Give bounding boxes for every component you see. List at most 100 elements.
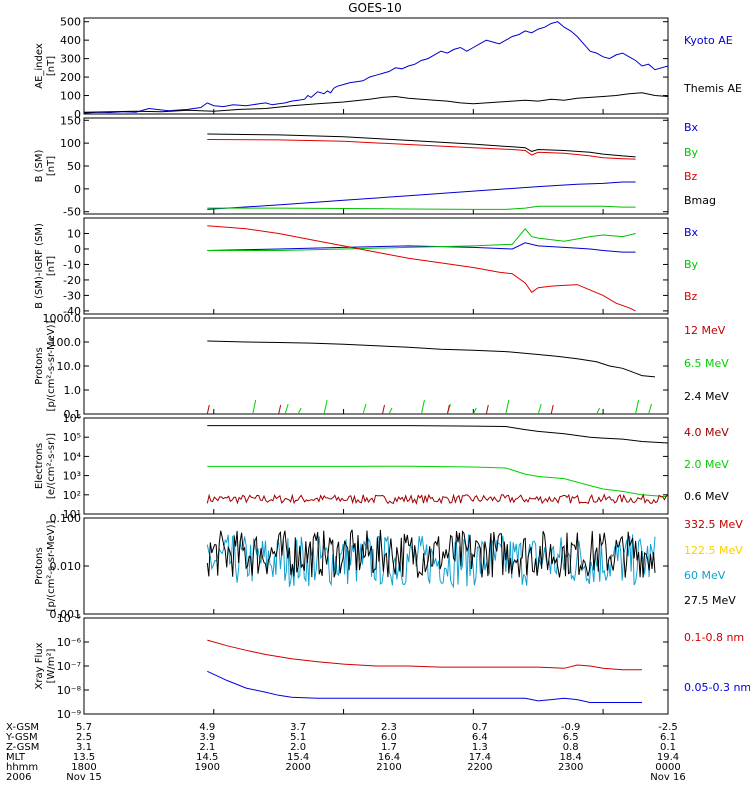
ephem-value-3-5: 18.4 (560, 752, 582, 763)
legend-label-4-1: 2.0 MeV (684, 458, 729, 471)
ephem-row-label-3: MLT (6, 752, 26, 763)
y-tick-label-6-1: 10⁻⁸ (57, 684, 82, 697)
y-tick-label-5-2: 0.100 (50, 512, 82, 525)
legend-label-2-2: Bz (684, 290, 698, 303)
ephem-value-1-0: 2.5 (76, 732, 92, 743)
proton-12mev-spike-0 (206, 404, 210, 415)
y-tick-label-2-4: 0 (74, 243, 81, 256)
legend-label-6-0: 0.1-0.8 nm (684, 631, 744, 644)
proton-12mev-spike-4 (485, 404, 489, 415)
proton-65mev-spike-10 (537, 403, 542, 415)
series-line-1-2 (207, 139, 636, 160)
ephem-value-0-1: 4.9 (199, 722, 215, 733)
ephem-value-3-6: 19.4 (657, 752, 679, 763)
panel-frame-4 (83, 417, 669, 515)
ephem-value-0-0: 5.7 (76, 722, 92, 733)
y-tick-label-0-5: 500 (60, 16, 81, 29)
ephem-value-0-4: 0.7 (472, 722, 488, 733)
panel-frame-1 (83, 117, 669, 215)
proton-65mev-spike-9 (505, 399, 510, 415)
legend-label-3-0: 12 MeV (684, 324, 726, 337)
proton-65mev-spike-12 (635, 399, 640, 415)
proton-65mev-spike-6 (420, 399, 425, 415)
legend-label-5-3: 27.5 MeV (684, 594, 736, 607)
proton-65mev-spike-5 (388, 407, 393, 415)
ephem-value-1-2: 5.1 (290, 732, 306, 743)
ephem-value-3-2: 15.4 (287, 752, 309, 763)
ephem-value-5-0: Nov 15 (66, 772, 101, 783)
y-tick-label-4-3: 10⁴ (63, 450, 82, 463)
series-line-0-0 (83, 21, 669, 114)
legend-label-2-0: Bx (684, 226, 699, 239)
ephem-row-label-0: X-GSM (6, 722, 39, 733)
panel-frame-0 (83, 17, 669, 115)
y-tick-label-5-1: 0.010 (50, 560, 82, 573)
ephem-value-3-1: 14.5 (196, 752, 218, 763)
legend-label-1-2: Bz (684, 170, 698, 183)
ephem-value-2-4: 1.3 (472, 742, 488, 753)
y-tick-label-1-2: 50 (67, 160, 81, 173)
series-line-6-1 (207, 670, 642, 703)
series-line-0-1 (83, 92, 669, 113)
y-tick-label-0-0: 0 (74, 108, 81, 121)
legend-label-0-0: Kyoto AE (684, 34, 733, 47)
legend-label-1-1: By (684, 146, 699, 159)
proton-65mev-spike-3 (323, 399, 328, 415)
y-tick-label-2-3: -10 (63, 258, 81, 271)
y-tick-label-0-4: 400 (60, 34, 81, 47)
y-tick-label-4-1: 10² (63, 489, 81, 502)
proton-12mev-spike-1 (278, 404, 282, 415)
y-axis-label-4-1: [e/(cm²-s-sr)] (46, 433, 57, 499)
legend-label-2-1: By (684, 258, 699, 271)
ephem-value-4-6: 0000 (655, 762, 680, 773)
ephem-value-2-1: 2.1 (199, 742, 215, 753)
series-line-2-0 (207, 242, 636, 253)
proton-65mev-spike-8 (472, 407, 477, 415)
ephem-value-2-3: 1.7 (381, 742, 397, 753)
y-tick-label-2-0: -40 (63, 305, 81, 318)
ephem-value-3-0: 13.5 (73, 752, 95, 763)
legend-label-5-1: 122.5 MeV (684, 544, 743, 557)
ephem-row-label-2: Z-GSM (6, 742, 39, 753)
legend-label-1-3: Bmag (684, 194, 716, 207)
ephem-value-3-3: 16.4 (378, 752, 400, 763)
y-tick-label-1-1: 0 (74, 183, 81, 196)
proton-27mev-trace (206, 529, 656, 578)
legend-label-4-0: 4.0 MeV (684, 426, 729, 439)
y-axis-label-6-1: [W/m²] (46, 648, 57, 683)
y-tick-label-1-4: 150 (60, 114, 81, 127)
ephem-value-4-0: 1800 (71, 762, 96, 773)
ephem-value-4-2: 2000 (285, 762, 310, 773)
y-axis-label-2-1: [nT] (46, 256, 57, 276)
ephem-value-4-5: 2300 (558, 762, 583, 773)
legend-label-3-2: 2.4 MeV (684, 390, 729, 403)
ephem-value-4-4: 2200 (467, 762, 492, 773)
y-axis-label-5-1: [p/(cm²-s-sr-MeV)] (46, 520, 57, 611)
ephem-value-0-2: 3.7 (290, 722, 306, 733)
y-axis-label-6-0: Xray Flux (34, 642, 45, 689)
ephem-row-label-4: hhmm (6, 762, 38, 773)
series-line-1-1 (207, 205, 636, 210)
ephem-row-label-1: Y-GSM (5, 732, 38, 743)
series-line-1-0 (207, 181, 636, 210)
electron-4mev-trace (206, 493, 669, 506)
legend-label-5-2: 60 MeV (684, 569, 726, 582)
proton-65mev-spike-2 (297, 407, 302, 415)
legend-label-6-1: 0.05-0.3 nm (684, 681, 750, 694)
proton-65mev-spike-0 (252, 399, 257, 415)
series-line-4-1 (207, 465, 669, 498)
y-tick-label-3-2: 10.0 (57, 360, 82, 373)
y-tick-label-3-0: 0.1 (64, 408, 82, 421)
y-tick-label-2-5: 10 (67, 227, 81, 240)
y-axis-label-4-0: Electrons (34, 443, 45, 489)
ephem-value-2-0: 3.1 (76, 742, 92, 753)
y-tick-label-4-5: 10⁶ (63, 412, 82, 425)
y-axis-label-1-0: B (SM) (34, 149, 45, 182)
ephem-value-4-3: 2100 (376, 762, 401, 773)
y-tick-label-4-2: 10³ (63, 470, 81, 483)
series-line-2-1 (207, 228, 636, 251)
ephem-value-1-1: 3.9 (199, 732, 215, 743)
ephem-value-1-4: 6.4 (472, 732, 488, 743)
y-axis-label-2-0: B (SM)-IGRF (SM) (34, 223, 45, 309)
